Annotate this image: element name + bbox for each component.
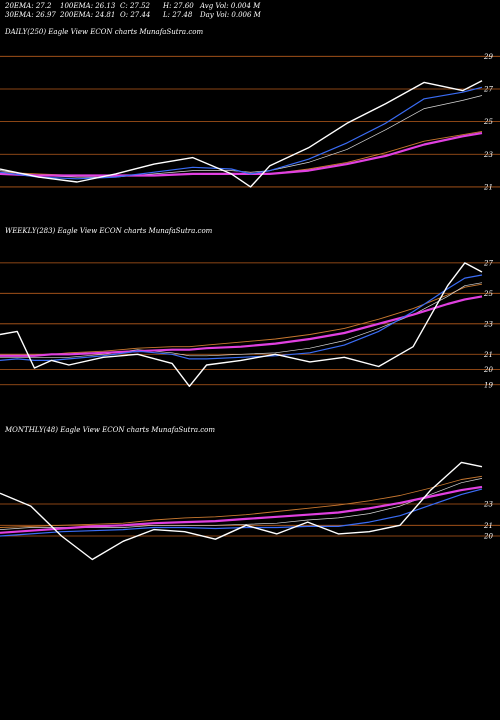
daily-ytick-label: 23 [483,151,493,159]
weekly-ytick-label: 27 [483,259,493,267]
weekly-ytick-label: 23 [483,320,493,328]
header-open: O: 27.44 [120,11,151,19]
daily-ytick-label: 27 [483,85,493,93]
daily-ema-brown-line [0,130,483,176]
daily-ytick-label: 29 [483,53,493,61]
weekly-ytick-label: 19 [484,381,493,389]
daily-ema-light-line [0,95,483,178]
monthly-ytick-label: 20 [483,533,493,541]
weekly-ema-magenta-line [0,295,483,357]
weekly-price-line [0,262,483,387]
weekly-ytick-label: 25 [483,290,493,298]
monthly-ema-blue-line [0,488,483,537]
header-close: C: 27.52 [120,2,150,10]
header-high: H: 27.60 [163,2,194,10]
header-low: L: 27.48 [163,11,193,19]
header-day-vol: Day Vol: 0.006 M [200,11,261,19]
header-30ema: 30EMA: 26.97 [5,11,56,19]
weekly-chart-title: WEEKLY(283) Eagle View ECON charts Munaf… [5,227,213,235]
monthly-ytick-label: 23 [483,501,493,509]
monthly-ytick-label: 21 [483,522,493,530]
daily-chart-title: DAILY(250) Eagle View ECON charts Munafa… [5,28,204,36]
daily-price-line [0,80,483,188]
header-avg-vol: Avg Vol: 0.004 M [200,2,261,10]
header-100ema: 100EMA: 26.13 [60,2,116,10]
daily-ytick-label: 25 [483,118,493,126]
weekly-ytick-label: 21 [483,351,493,359]
monthly-ema-brown-line [0,475,483,528]
header-20ema: 20EMA: 27.2 [5,2,52,10]
weekly-ytick-label: 20 [483,366,493,374]
header-200ema: 200EMA: 24.81 [60,11,116,19]
daily-ema-blue-line [0,86,483,180]
monthly-ema-magenta-line [0,485,483,534]
monthly-chart-title: MONTHLY(48) Eagle View ECON charts Munaf… [5,426,216,434]
monthly-price-line [0,461,483,561]
daily-ytick-label: 21 [483,183,493,191]
weekly-ema-brown-line [0,283,483,355]
